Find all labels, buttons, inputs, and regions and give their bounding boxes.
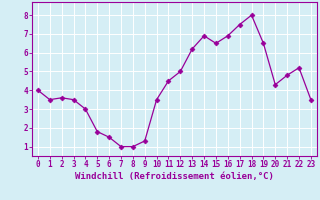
X-axis label: Windchill (Refroidissement éolien,°C): Windchill (Refroidissement éolien,°C) [75,172,274,181]
